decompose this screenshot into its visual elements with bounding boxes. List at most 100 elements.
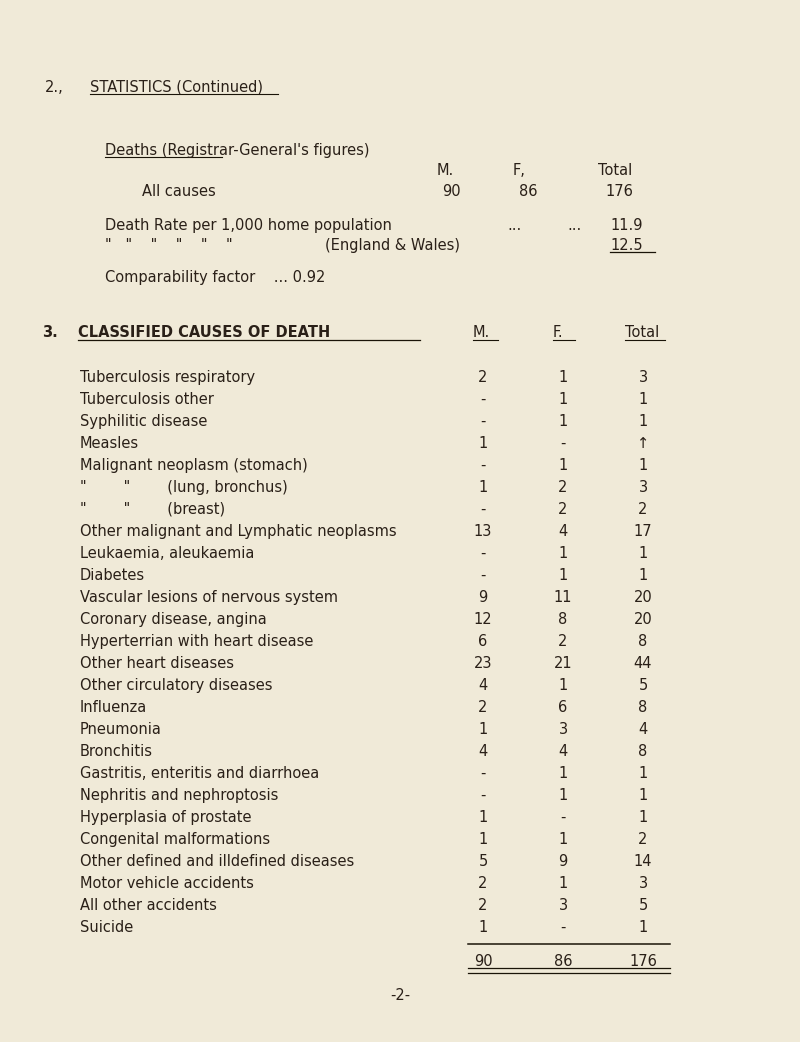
- Text: 6: 6: [478, 634, 488, 649]
- Text: 1: 1: [638, 766, 648, 782]
- Text: 5: 5: [638, 678, 648, 693]
- Text: ...: ...: [567, 218, 582, 233]
- Text: 2: 2: [638, 832, 648, 847]
- Text: Tuberculosis other: Tuberculosis other: [80, 392, 214, 407]
- Text: -: -: [480, 414, 486, 429]
- Text: 4: 4: [638, 722, 648, 737]
- Text: 1: 1: [558, 458, 568, 473]
- Text: 2: 2: [478, 876, 488, 891]
- Text: Bronchitis: Bronchitis: [80, 744, 153, 759]
- Text: Gastritis, enteritis and diarrhoea: Gastritis, enteritis and diarrhoea: [80, 766, 319, 782]
- Text: -: -: [480, 458, 486, 473]
- Text: Other heart diseases: Other heart diseases: [80, 656, 234, 671]
- Text: 12.5: 12.5: [610, 238, 642, 253]
- Text: 8: 8: [638, 744, 648, 759]
- Text: 6: 6: [558, 700, 568, 715]
- Text: 1: 1: [638, 546, 648, 561]
- Text: Vascular lesions of nervous system: Vascular lesions of nervous system: [80, 590, 338, 605]
- Text: 17: 17: [634, 524, 652, 539]
- Text: 1: 1: [558, 876, 568, 891]
- Text: 2: 2: [558, 502, 568, 517]
- Text: -2-: -2-: [390, 988, 410, 1003]
- Text: M.: M.: [437, 163, 454, 178]
- Text: All other accidents: All other accidents: [80, 898, 217, 913]
- Text: F.: F.: [553, 325, 564, 340]
- Text: Hyperterrian with heart disease: Hyperterrian with heart disease: [80, 634, 314, 649]
- Text: Pneumonia: Pneumonia: [80, 722, 162, 737]
- Text: 3.: 3.: [42, 325, 58, 340]
- Text: 2.,: 2.,: [45, 80, 64, 95]
- Text: 21: 21: [554, 656, 572, 671]
- Text: -: -: [560, 810, 566, 825]
- Text: 1: 1: [638, 788, 648, 803]
- Text: Death Rate per 1,000 home population: Death Rate per 1,000 home population: [105, 218, 392, 233]
- Text: 11.9: 11.9: [610, 218, 642, 233]
- Text: -: -: [480, 788, 486, 803]
- Text: 1: 1: [478, 920, 488, 935]
- Text: 3: 3: [558, 898, 567, 913]
- Text: 14: 14: [634, 854, 652, 869]
- Text: 176: 176: [629, 954, 657, 969]
- Text: 1: 1: [558, 678, 568, 693]
- Text: 8: 8: [558, 612, 568, 627]
- Text: 1: 1: [478, 436, 488, 451]
- Text: 20: 20: [634, 612, 652, 627]
- Text: 86: 86: [554, 954, 572, 969]
- Text: -: -: [480, 546, 486, 561]
- Text: -: -: [560, 436, 566, 451]
- Text: Coronary disease, angina: Coronary disease, angina: [80, 612, 266, 627]
- Text: 1: 1: [638, 810, 648, 825]
- Text: 4: 4: [478, 678, 488, 693]
- Text: Comparability factor    ... 0.92: Comparability factor ... 0.92: [105, 270, 326, 286]
- Text: Nephritis and nephroptosis: Nephritis and nephroptosis: [80, 788, 278, 803]
- Text: 9: 9: [478, 590, 488, 605]
- Text: 1: 1: [478, 810, 488, 825]
- Text: M.: M.: [473, 325, 490, 340]
- Text: "        "        (lung, bronchus): " " (lung, bronchus): [80, 480, 288, 495]
- Text: 3: 3: [558, 722, 567, 737]
- Text: 2: 2: [478, 370, 488, 384]
- Text: 1: 1: [638, 458, 648, 473]
- Text: 3: 3: [638, 876, 647, 891]
- Text: Total: Total: [625, 325, 659, 340]
- Text: Deaths (Registrar-General's figures): Deaths (Registrar-General's figures): [105, 143, 370, 158]
- Text: -: -: [480, 766, 486, 782]
- Text: 1: 1: [558, 832, 568, 847]
- Text: 86: 86: [519, 184, 538, 199]
- Text: 1: 1: [558, 392, 568, 407]
- Text: 3: 3: [638, 480, 647, 495]
- Text: -: -: [560, 920, 566, 935]
- Text: "   "    "    "    "    ": " " " " " ": [105, 238, 233, 253]
- Text: 2: 2: [478, 898, 488, 913]
- Text: STATISTICS (Continued): STATISTICS (Continued): [90, 80, 263, 95]
- Text: 1: 1: [558, 370, 568, 384]
- Text: Other malignant and Lymphatic neoplasms: Other malignant and Lymphatic neoplasms: [80, 524, 397, 539]
- Text: 11: 11: [554, 590, 572, 605]
- Text: Hyperplasia of prostate: Hyperplasia of prostate: [80, 810, 251, 825]
- Text: 44: 44: [634, 656, 652, 671]
- Text: 1: 1: [558, 788, 568, 803]
- Text: Leukaemia, aleukaemia: Leukaemia, aleukaemia: [80, 546, 254, 561]
- Text: 1: 1: [478, 480, 488, 495]
- Text: 13: 13: [474, 524, 492, 539]
- Text: 5: 5: [478, 854, 488, 869]
- Text: 1: 1: [558, 766, 568, 782]
- Text: 1: 1: [638, 568, 648, 584]
- Text: 1: 1: [478, 832, 488, 847]
- Text: Syphilitic disease: Syphilitic disease: [80, 414, 207, 429]
- Text: 2: 2: [478, 700, 488, 715]
- Text: -: -: [480, 392, 486, 407]
- Text: Other circulatory diseases: Other circulatory diseases: [80, 678, 273, 693]
- Text: 20: 20: [634, 590, 652, 605]
- Text: 1: 1: [638, 392, 648, 407]
- Text: Other defined and illdefined diseases: Other defined and illdefined diseases: [80, 854, 354, 869]
- Text: 3: 3: [638, 370, 647, 384]
- Text: 90: 90: [474, 954, 492, 969]
- Text: 8: 8: [638, 700, 648, 715]
- Text: -: -: [480, 568, 486, 584]
- Text: Suicide: Suicide: [80, 920, 134, 935]
- Text: 12: 12: [474, 612, 492, 627]
- Text: Tuberculosis respiratory: Tuberculosis respiratory: [80, 370, 255, 384]
- Text: Motor vehicle accidents: Motor vehicle accidents: [80, 876, 254, 891]
- Text: Diabetes: Diabetes: [80, 568, 145, 584]
